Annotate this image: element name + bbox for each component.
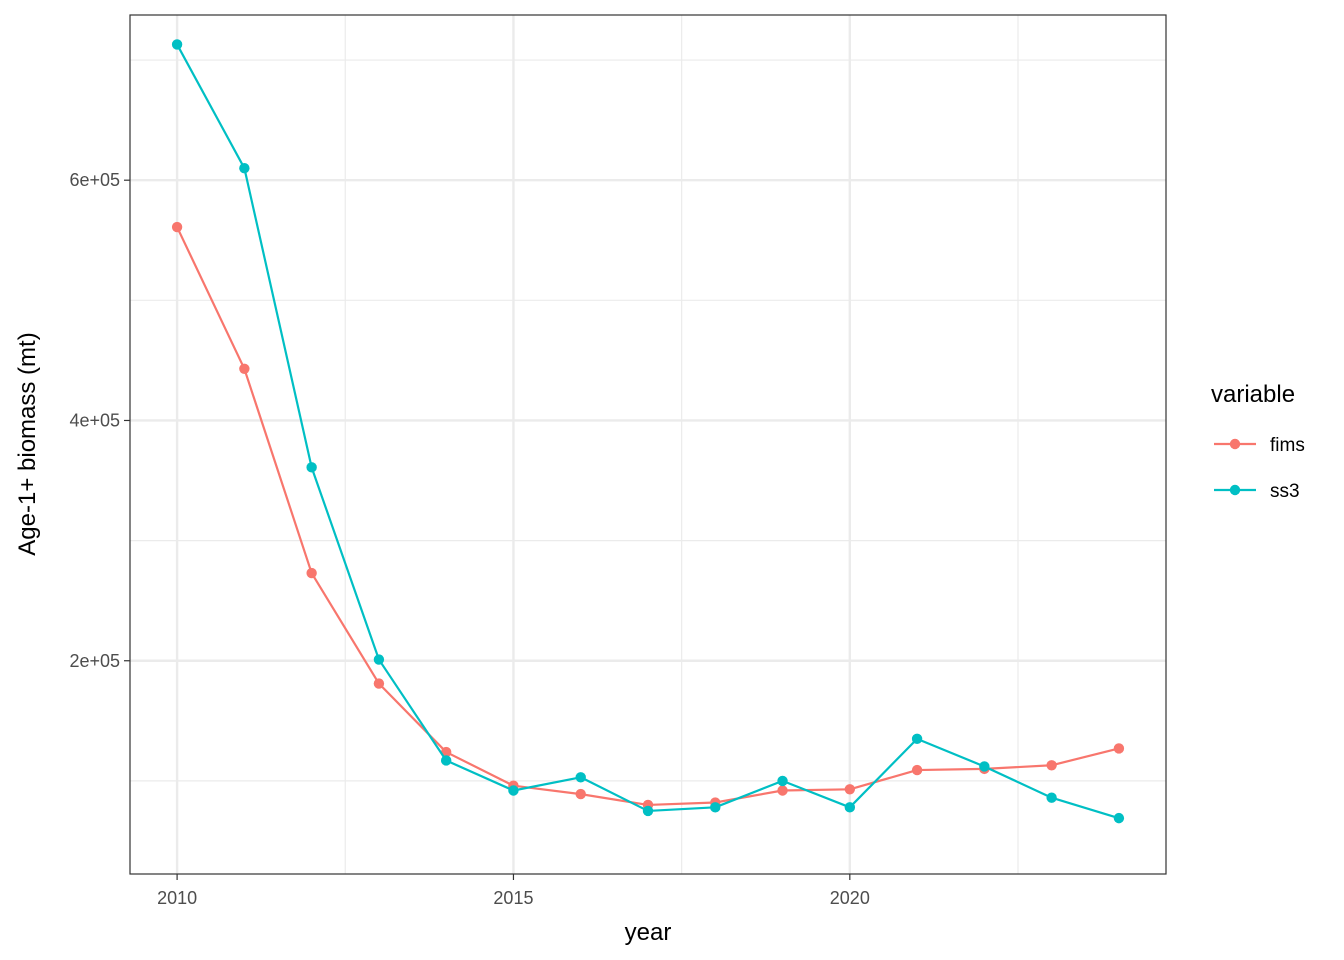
data-point-fims — [911, 764, 923, 776]
x-tick-label: 2010 — [157, 888, 197, 908]
x-axis-title: year — [625, 919, 672, 946]
x-axis: 2010 2015 2020 — [157, 874, 870, 908]
data-point-fims — [239, 363, 250, 375]
legend-item-ss3: ss3 — [1214, 481, 1300, 502]
y-tick-label: 2e+05 — [69, 651, 120, 671]
legend-key-point — [1229, 438, 1241, 450]
series-layer — [171, 39, 1125, 824]
major-gridlines — [130, 15, 1166, 874]
plot-border — [129, 14, 1167, 875]
data-point-ss3 — [979, 761, 990, 772]
data-point-fims — [575, 788, 586, 800]
data-point-ss3 — [306, 462, 317, 473]
data-point-fims — [777, 785, 788, 796]
legend-key-point — [1229, 484, 1241, 496]
y-tick-label: 6e+05 — [69, 170, 120, 190]
minor-gridlines — [130, 15, 1166, 874]
data-point-fims — [171, 221, 183, 233]
series-ss3 — [171, 39, 1125, 824]
data-point-fims — [306, 567, 317, 579]
legend-items: fims ss3 — [1214, 435, 1305, 502]
data-point-ss3 — [508, 785, 519, 796]
x-tick-label: 2020 — [830, 888, 870, 908]
y-tick-label: 4e+05 — [69, 410, 120, 430]
data-point-ss3 — [777, 775, 788, 787]
plot-panel — [130, 15, 1166, 874]
data-point-ss3 — [1113, 812, 1125, 824]
data-point-fims — [844, 784, 856, 795]
y-axis: 2e+05 4e+05 6e+05 — [69, 170, 130, 671]
data-point-ss3 — [1046, 792, 1057, 803]
data-point-ss3 — [642, 805, 654, 817]
data-point-ss3 — [911, 733, 923, 745]
y-axis-title: Age-1+ biomass (mt) — [14, 332, 41, 555]
data-point-ss3 — [171, 39, 183, 50]
legend-item-fims: fims — [1214, 435, 1305, 456]
legend-label: fims — [1270, 435, 1305, 456]
data-point-fims — [373, 678, 385, 689]
data-point-ss3 — [239, 162, 250, 174]
data-point-ss3 — [710, 802, 721, 813]
legend: variable fims ss3 — [1211, 381, 1305, 502]
data-point-ss3 — [440, 755, 452, 766]
data-point-fims — [1113, 743, 1125, 754]
data-point-ss3 — [844, 802, 856, 813]
data-point-fims — [1046, 760, 1057, 771]
data-point-ss3 — [373, 654, 385, 665]
data-point-ss3 — [575, 772, 586, 783]
legend-title: variable — [1211, 381, 1295, 408]
legend-label: ss3 — [1270, 481, 1300, 502]
x-tick-label: 2015 — [493, 888, 533, 908]
